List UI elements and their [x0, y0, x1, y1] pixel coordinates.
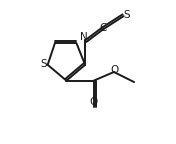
- Text: O: O: [111, 65, 119, 75]
- Text: S: S: [40, 59, 47, 69]
- Text: O: O: [90, 97, 98, 107]
- Text: N: N: [80, 32, 87, 42]
- Text: C: C: [99, 23, 107, 33]
- Text: S: S: [123, 10, 130, 20]
